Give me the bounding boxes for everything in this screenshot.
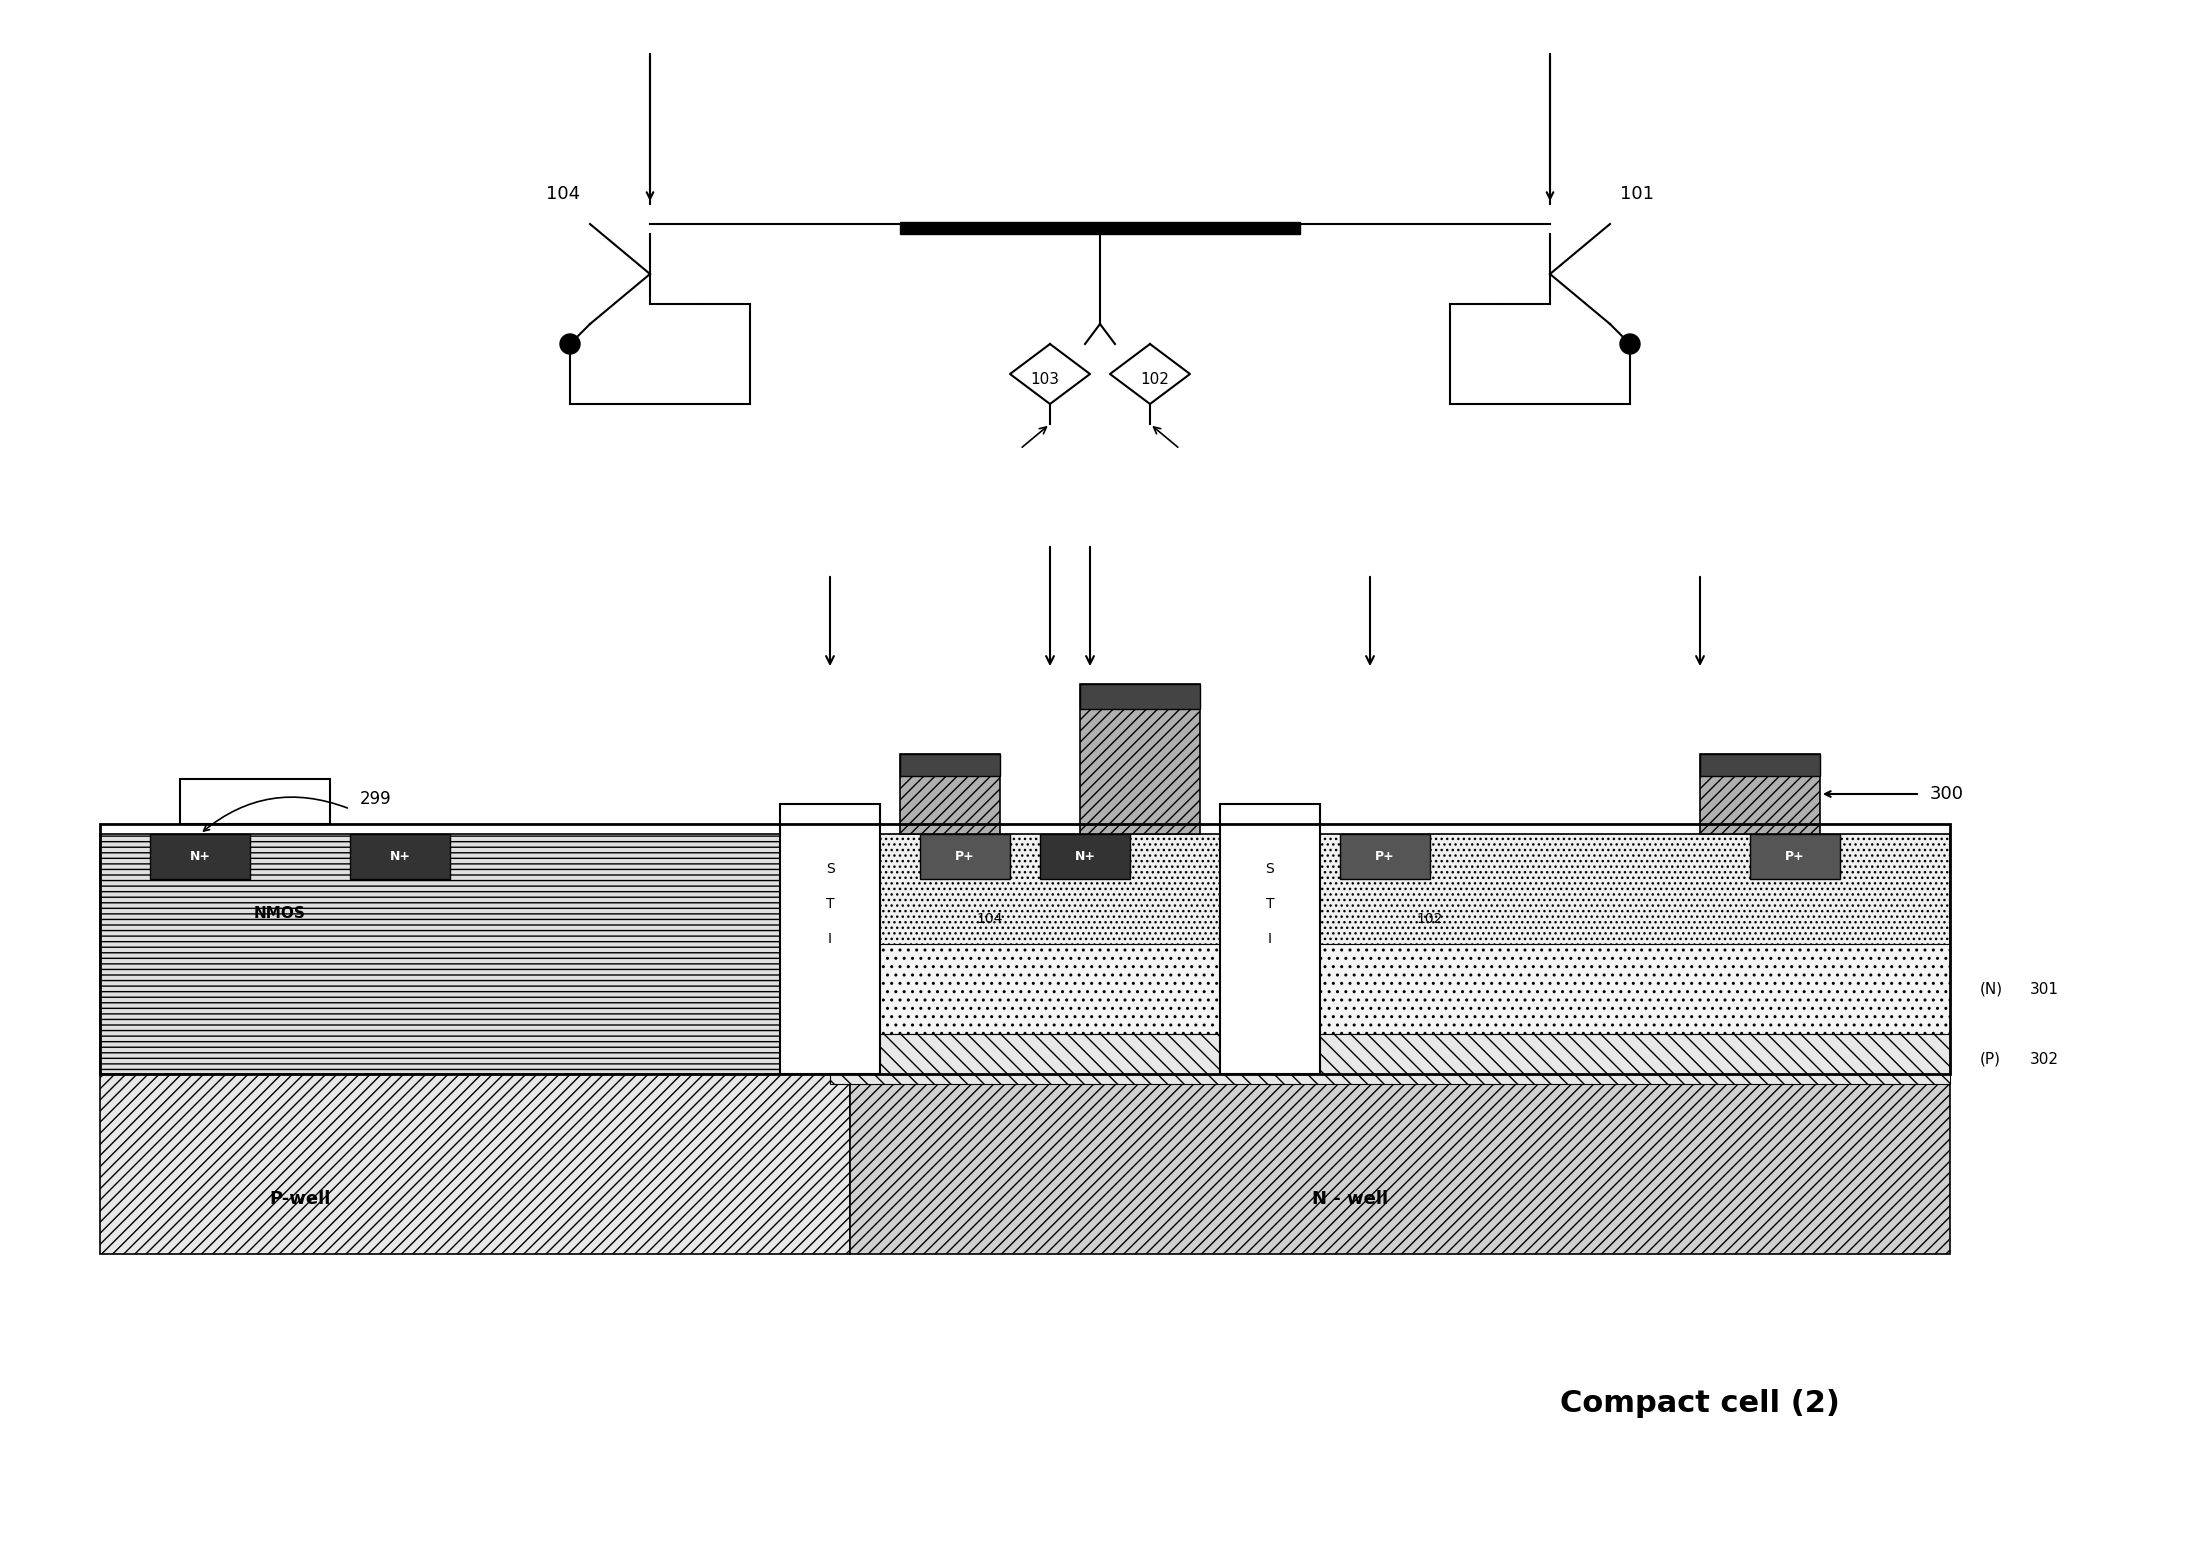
Bar [99,834,830,1074]
Bar [181,779,330,824]
Text: (N): (N) [1980,982,2004,996]
Text: N+: N+ [189,850,211,862]
Text: S: S [1266,862,1275,876]
Text: 104: 104 [546,185,579,204]
Bar [1079,684,1200,834]
Text: 102: 102 [1141,371,1169,387]
Bar [1039,834,1130,880]
Text: 101: 101 [1621,185,1654,204]
Text: N+: N+ [1075,850,1097,862]
Text: I: I [1268,932,1273,946]
Text: T: T [826,897,835,911]
Bar [830,834,1951,1074]
Text: 104: 104 [978,912,1004,926]
Text: P+: P+ [956,850,975,862]
Bar [1700,754,1821,775]
Bar [830,1033,1951,1085]
Bar [901,222,1299,235]
Text: 103: 103 [1031,371,1059,387]
Bar [1079,684,1200,709]
Bar [780,803,881,1074]
Text: P-well: P-well [269,1190,330,1207]
Text: Compact cell (2): Compact cell (2) [1559,1389,1841,1419]
Bar [350,834,449,880]
Bar [1220,803,1319,1074]
Text: 300: 300 [1929,785,1964,803]
Text: 299: 299 [359,789,392,808]
Bar [901,754,1000,775]
Text: 301: 301 [2030,982,2059,996]
Bar [1751,834,1841,880]
Bar [920,834,1011,880]
Text: 102: 102 [1416,912,1442,926]
Text: NMOS: NMOS [253,906,306,922]
Bar [99,824,1951,1074]
Text: S: S [826,862,835,876]
Text: 302: 302 [2030,1052,2059,1066]
Text: P+: P+ [1786,850,1806,862]
Bar [150,834,251,880]
Text: N+: N+ [390,850,410,862]
Circle shape [1621,334,1640,354]
Bar [99,1074,850,1254]
Bar [850,1074,1951,1254]
Circle shape [559,334,579,354]
Bar [830,943,1951,1033]
Bar [1700,754,1821,834]
Text: T: T [1266,897,1275,911]
Text: N - well: N - well [1312,1190,1387,1207]
Text: P+: P+ [1374,850,1394,862]
Text: (P): (P) [1980,1052,2002,1066]
Text: I: I [828,932,832,946]
Bar [901,754,1000,834]
Bar [1341,834,1429,880]
